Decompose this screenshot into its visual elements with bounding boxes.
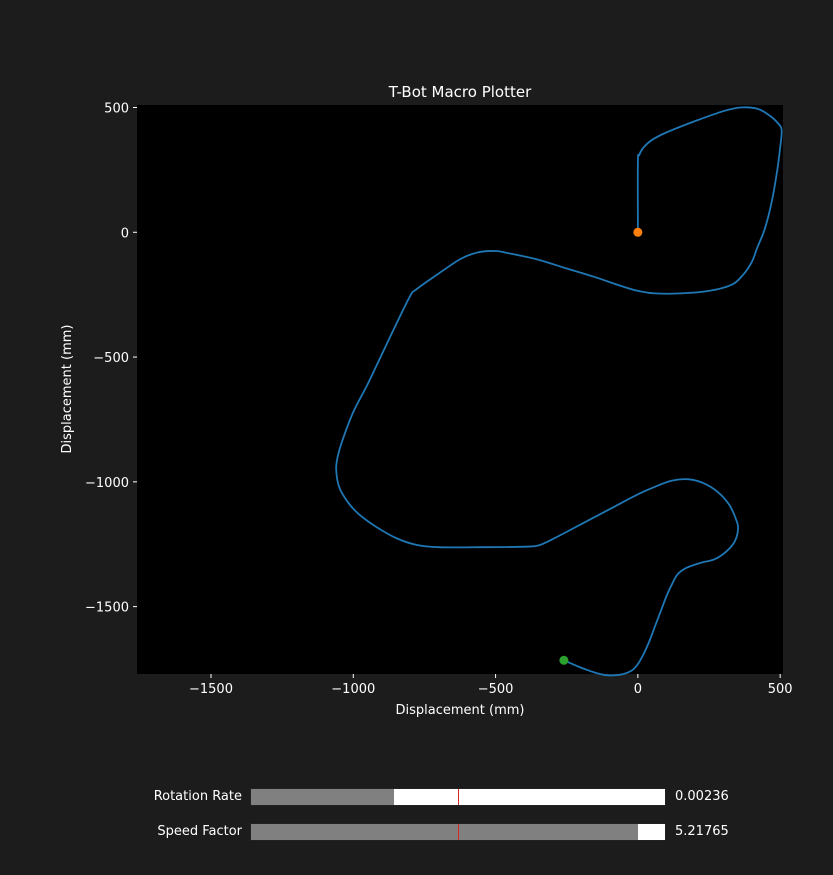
end-point-marker: [559, 655, 569, 665]
axis-ticks: −1500 −1000 −500 0 500 500 0 −500 −1000 −1500: [85, 101, 793, 697]
rotation-rate-value: 0.00236: [675, 789, 729, 804]
y-tick-label: −1000: [85, 476, 129, 491]
rotation-rate-track[interactable]: [250, 788, 666, 806]
y-tick-label: 500: [104, 101, 129, 116]
y-tick-label: −500: [93, 351, 129, 366]
x-tick-label: 500: [768, 682, 793, 697]
y-tick-label: −1500: [85, 601, 129, 616]
speed-factor-fill[interactable]: [251, 824, 639, 840]
y-tick-label: 0: [121, 226, 129, 241]
x-tick-label: 0: [634, 682, 642, 697]
speed-factor-slider[interactable]: Speed Factor 5.21765: [0, 823, 833, 843]
y-axis-label: Displacement (mm): [60, 325, 75, 454]
trajectory-line: [335, 106, 783, 677]
rotation-rate-slider[interactable]: Rotation Rate 0.00236: [0, 788, 833, 808]
plot-area: [137, 105, 783, 674]
speed-factor-label: Speed Factor: [157, 824, 242, 839]
chart-title: T-Bot Macro Plotter: [388, 83, 532, 101]
x-tick-label: −1000: [331, 682, 375, 697]
rotation-rate-fill[interactable]: [251, 789, 394, 805]
start-point-marker: [633, 227, 643, 237]
trajectory-markers: [559, 227, 643, 665]
x-axis-label: Displacement (mm): [396, 703, 525, 718]
rotation-rate-initial-marker: [458, 789, 459, 805]
speed-factor-value: 5.21765: [675, 824, 729, 839]
speed-factor-track[interactable]: [250, 823, 666, 841]
rotation-rate-label: Rotation Rate: [153, 789, 242, 804]
speed-factor-initial-marker: [458, 824, 459, 840]
x-tick-label: −500: [478, 682, 514, 697]
x-tick-label: −1500: [189, 682, 233, 697]
